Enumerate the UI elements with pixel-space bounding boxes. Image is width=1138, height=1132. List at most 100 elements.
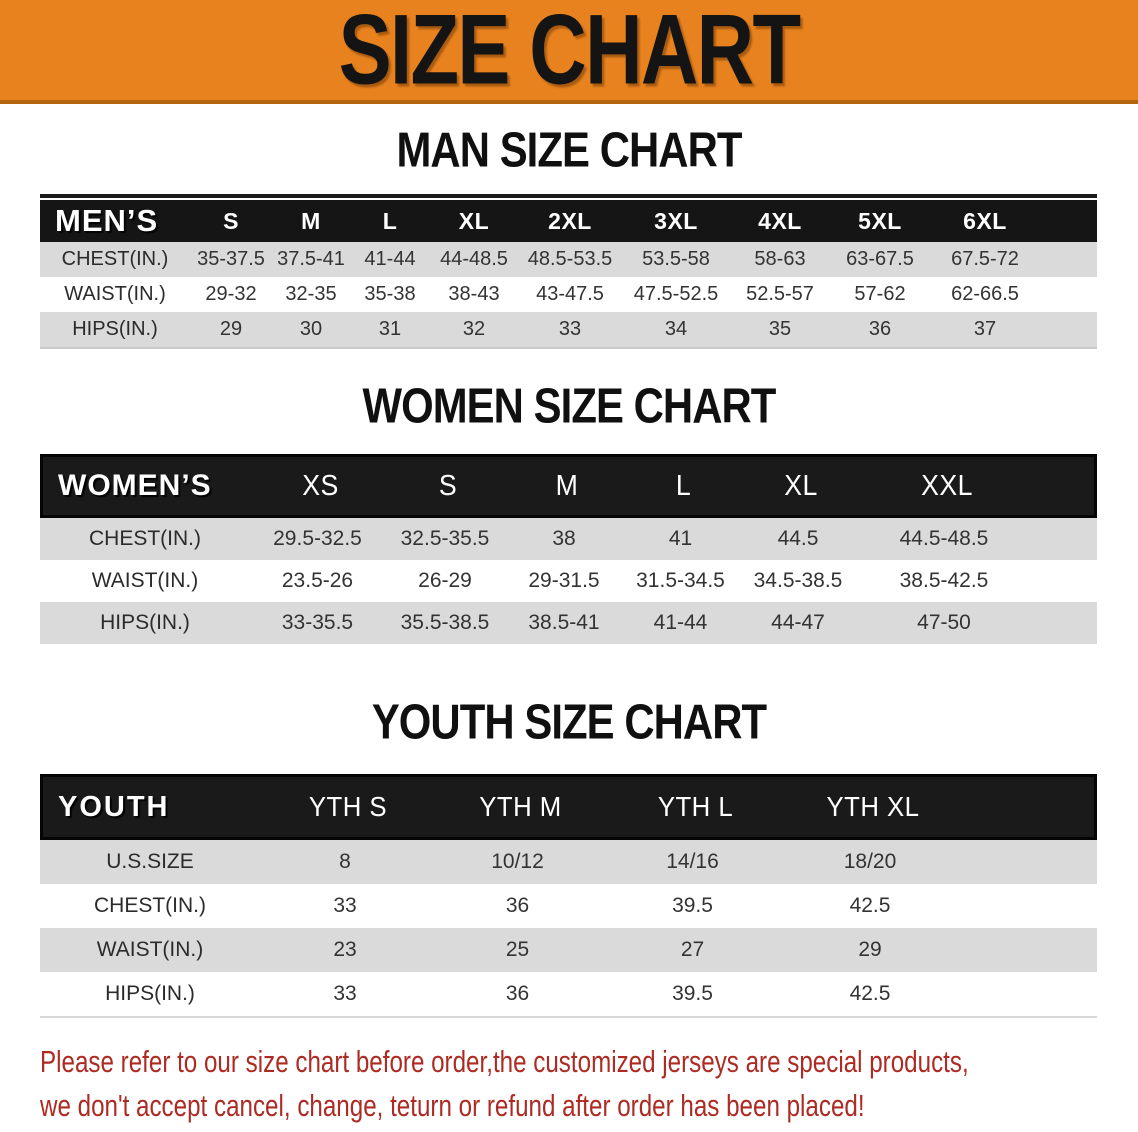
size-header-cell: YTH S [308, 791, 388, 822]
value-cell: 34.5-38.5 [753, 569, 843, 592]
spacer-cell [1040, 200, 1097, 242]
table-data-row: CHEST(IN.) 35-37.5 37.5-41 41-44 44-48.5 48.5… [40, 242, 1097, 277]
table-header-row: WOMEN’S XS S M L XL XXL [40, 454, 1097, 518]
value-cell: 37.5-41 [277, 248, 345, 270]
table-header-row: YOUTH YTH S YTH M YTH L YTH XL [40, 774, 1097, 840]
spacer-cell [1040, 242, 1097, 277]
value-cell: 53.5-58 [642, 248, 710, 270]
value-cell: 25 [505, 938, 530, 961]
size-header-cell: XS [302, 469, 339, 502]
value-cell: 29.5-32.5 [273, 527, 362, 550]
size-header-cell: YTH M [479, 791, 562, 822]
value-cell: 38-43 [448, 283, 500, 305]
spacer-cell [1030, 518, 1097, 560]
row-label-cell: HIPS(IN.) [105, 982, 195, 1005]
value-cell: 42.5 [849, 982, 891, 1005]
size-header-cell: 2XL [548, 207, 592, 234]
value-cell: 33-35.5 [281, 611, 354, 634]
value-cell: 10/12 [491, 850, 544, 873]
size-header-cell: YTH L [657, 791, 734, 822]
value-cell: 39.5 [672, 894, 713, 917]
footer-note: Please refer to our size chart before or… [40, 1040, 969, 1128]
size-table: WOMEN’S XS S M L XL XXL CHEST(IN.) 29.5-32.5 32.5… [40, 454, 1097, 644]
value-cell: 36 [868, 318, 892, 340]
size-table: YOUTH YTH S YTH M YTH L YTH XL U.S.SIZE 8 10/12… [40, 774, 1097, 1016]
row-label-cell: CHEST(IN.) [94, 894, 206, 917]
spacer-cell [1030, 602, 1097, 644]
value-cell: 26-29 [418, 569, 472, 592]
value-cell: 31.5-34.5 [636, 569, 725, 592]
row-label-cell: WAIST(IN.) [91, 569, 199, 592]
size-header-cell: XL [784, 469, 818, 502]
value-cell: 32-35 [285, 283, 337, 305]
value-cell: 14/16 [666, 850, 719, 873]
spacer-cell [1040, 277, 1097, 312]
value-cell: 42.5 [849, 894, 891, 917]
value-cell: 31 [378, 318, 402, 340]
size-section: YOUTH SIZE CHART YOUTH YTH S YTH M YTH L YTH … [0, 693, 1138, 1016]
size-sections: MAN SIZE CHART MEN’S S M L XL 2XL 3XL 4XL 5XL 6XL C… [0, 121, 1138, 1016]
row-label-cell: WAIST(IN.) [64, 283, 166, 305]
value-cell: 48.5-53.5 [527, 248, 613, 270]
value-cell: 38 [552, 527, 576, 550]
value-cell: 29-31.5 [528, 569, 600, 592]
value-cell: 47-50 [917, 611, 971, 634]
value-cell: 39.5 [672, 982, 713, 1005]
size-header-cell: 6XL [963, 207, 1007, 234]
row-label-cell: WAIST(IN.) [96, 938, 204, 961]
table-data-row: HIPS(IN.) 29 30 31 32 33 34 35 36 37 [40, 312, 1097, 347]
value-cell: 41-44 [364, 248, 416, 270]
spacer-cell [960, 972, 1097, 1016]
value-cell: 27 [680, 938, 705, 961]
value-cell: 30 [299, 318, 323, 340]
footer-line-2: we don't accept cancel, change, teturn o… [40, 1088, 865, 1123]
value-cell: 8 [339, 850, 351, 873]
value-cell: 35 [768, 318, 792, 340]
section-heading: MAN SIZE CHART [396, 121, 742, 178]
value-cell: 35-37.5 [197, 248, 265, 270]
table-data-row: U.S.SIZE 8 10/12 14/16 18/20 [40, 840, 1097, 884]
value-cell: 32.5-35.5 [400, 527, 490, 550]
value-cell: 41-44 [653, 611, 708, 634]
banner-title: SIZE CHART [338, 0, 801, 106]
spacer-cell [1030, 560, 1097, 602]
section-heading: WOMEN SIZE CHART [362, 377, 777, 434]
table-header-row: MEN’S S M L XL 2XL 3XL 4XL 5XL 6XL [40, 200, 1097, 242]
size-header-cell: YTH XL [826, 791, 920, 822]
table-data-row: HIPS(IN.) 33 36 39.5 42.5 [40, 972, 1097, 1016]
value-cell: 34 [664, 318, 688, 340]
row-label-cell: CHEST(IN.) [89, 527, 201, 550]
value-cell: 23 [333, 938, 357, 961]
size-header-cell: XL [458, 207, 490, 234]
value-cell: 33 [333, 894, 357, 917]
group-label-cell: MEN’S [55, 203, 159, 238]
size-header-cell: L [675, 469, 692, 502]
value-cell: 44.5 [777, 527, 819, 550]
value-cell: 33 [558, 318, 582, 340]
table-data-row: WAIST(IN.) 23.5-26 26-29 29-31.5 31.5-34.5 34… [40, 560, 1097, 602]
size-chart-banner: SIZE CHART [0, 0, 1138, 104]
value-cell: 62-66.5 [951, 283, 1019, 305]
value-cell: 36 [505, 894, 530, 917]
table-data-row: CHEST(IN.) 33 36 39.5 42.5 [40, 884, 1097, 928]
spacer-cell [960, 884, 1097, 928]
table-data-row: CHEST(IN.) 29.5-32.5 32.5-35.5 38 41 44.5 44.5… [40, 518, 1097, 560]
table-data-row: HIPS(IN.) 33-35.5 35.5-38.5 38.5-41 41-44 44-… [40, 602, 1097, 644]
group-label-cell: WOMEN’S [58, 469, 212, 502]
value-cell: 44-47 [771, 611, 825, 634]
value-cell: 35-38 [364, 283, 416, 305]
size-header-cell: 5XL [858, 207, 902, 234]
size-table: MEN’S S M L XL 2XL 3XL 4XL 5XL 6XL CHEST(IN.) 35-37… [40, 194, 1097, 347]
size-header-cell: S [223, 207, 239, 234]
size-section: MAN SIZE CHART MEN’S S M L XL 2XL 3XL 4XL 5XL 6XL C… [0, 121, 1138, 347]
value-cell: 63-67.5 [846, 248, 914, 270]
group-label-cell: YOUTH [58, 790, 170, 823]
section-heading: YOUTH SIZE CHART [371, 693, 767, 750]
value-cell: 47.5-52.5 [633, 283, 719, 305]
value-cell: 67.5-72 [951, 248, 1019, 270]
size-header-cell: S [438, 469, 458, 502]
value-cell: 36 [505, 982, 530, 1005]
size-header-cell: L [382, 207, 398, 234]
size-section: WOMEN SIZE CHART WOMEN’S XS S M L XL XXL CHEST(I… [0, 377, 1138, 644]
size-header-cell: M [301, 207, 321, 234]
